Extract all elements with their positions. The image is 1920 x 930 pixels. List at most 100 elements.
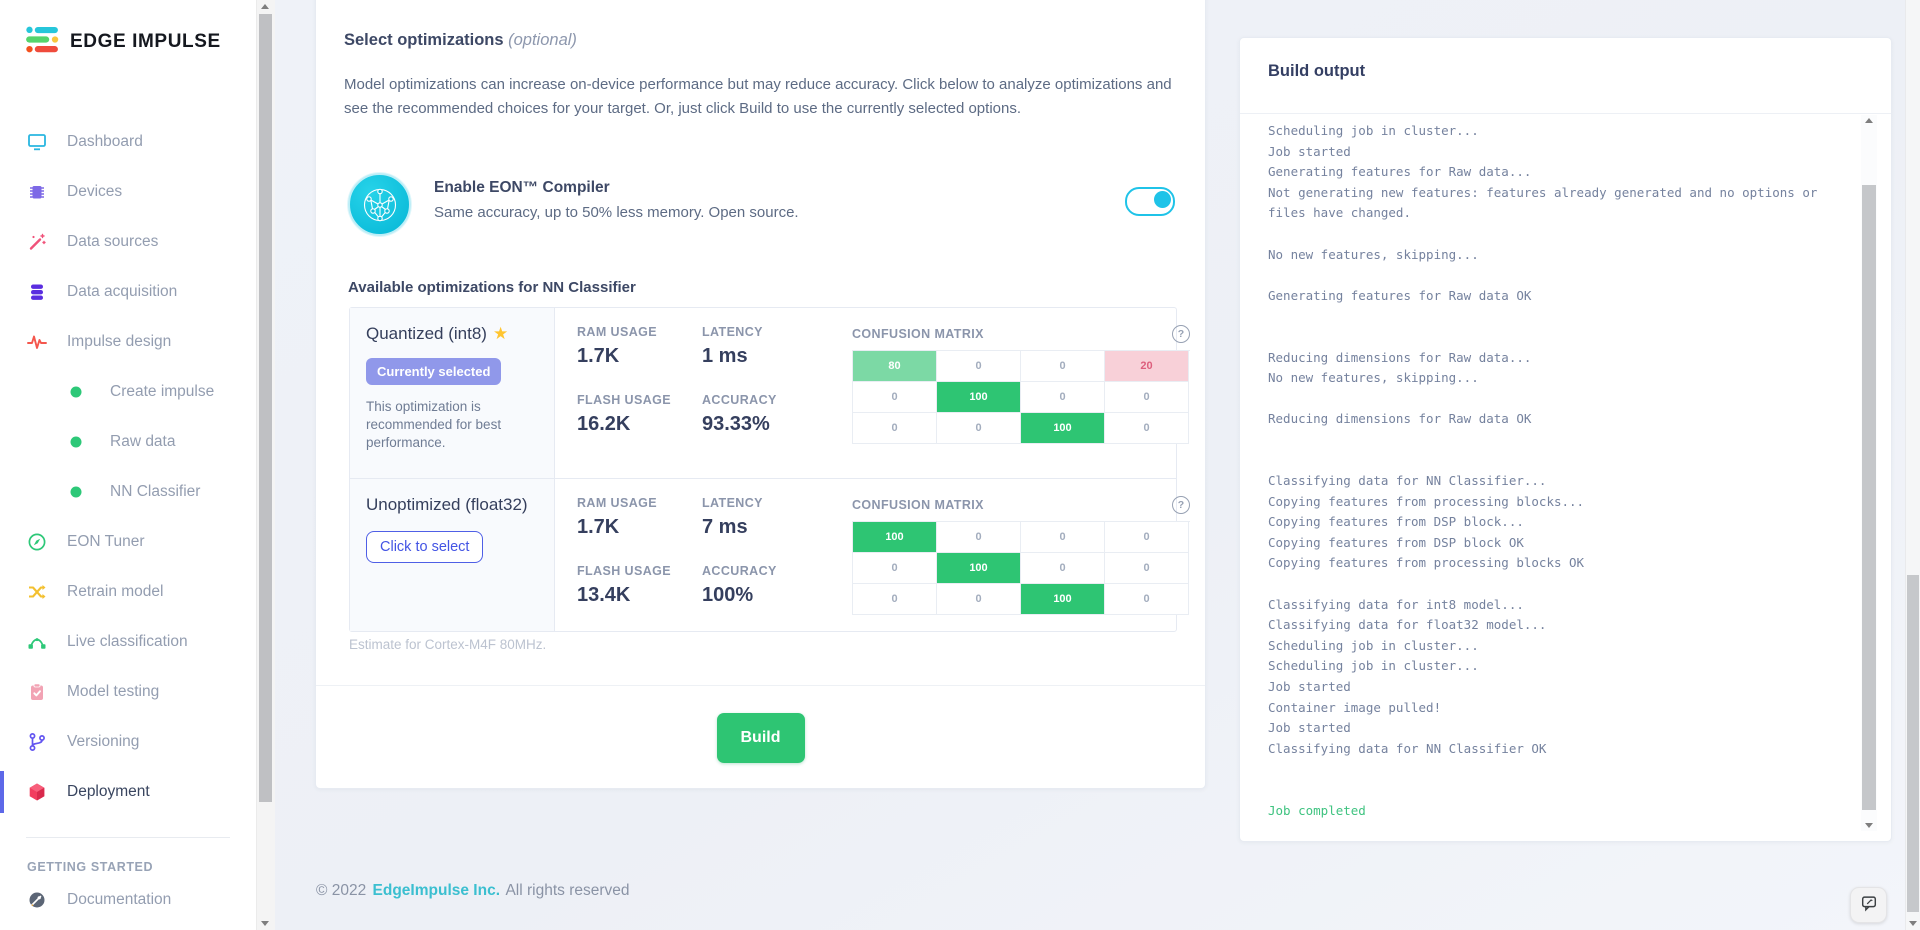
confusion-cell: 100: [1021, 413, 1105, 444]
confusion-cell: 80: [853, 351, 937, 382]
optimization-note: This optimization is recommended for bes…: [366, 399, 502, 450]
optimization-name: Quantized (int8) ★: [366, 324, 509, 343]
help-icon[interactable]: ?: [1172, 496, 1190, 514]
bezier-icon: [27, 632, 47, 652]
help-icon[interactable]: ?: [1172, 325, 1190, 343]
optimization-header: Quantized (int8) ★ Currently selected Thi…: [350, 308, 555, 478]
cube-icon: [27, 782, 47, 802]
sidebar-scrollbar-thumb[interactable]: [259, 14, 272, 802]
log-line: Job completed: [1268, 802, 1366, 818]
confusion-cell: 100: [937, 553, 1021, 584]
log-line: Copying features from processing blocks.…: [1268, 493, 1585, 509]
optimization-row-unoptimized-float32: Unoptimized (float32) Click to select RA…: [350, 478, 1190, 631]
feedback-button[interactable]: [1850, 887, 1887, 923]
brand-name: EDGE IMPULSE: [70, 31, 221, 52]
click-to-select-button[interactable]: Click to select: [366, 531, 484, 563]
sidebar-item-model-testing[interactable]: Model testing: [0, 667, 256, 717]
scroll-down-arrow-icon[interactable]: [1865, 823, 1873, 828]
scroll-down-arrow-icon[interactable]: [1909, 921, 1917, 926]
optimizations-table: Quantized (int8) ★ Currently selected Thi…: [349, 307, 1190, 632]
page-scrollbar-thumb[interactable]: [1907, 575, 1919, 912]
sidebar-item-dashboard[interactable]: Dashboard: [0, 117, 256, 167]
log-line: [1268, 389, 1847, 410]
confusion-matrix-label: CONFUSION MATRIX: [852, 498, 984, 512]
ram-usage-value: 1.7K: [577, 345, 620, 367]
confusion-cell: 0: [1021, 522, 1105, 553]
latency-value: 7 ms: [702, 516, 748, 538]
log-line: No new features, skipping...: [1268, 246, 1479, 262]
dot-icon: [66, 482, 86, 502]
log-line: Scheduling job in cluster...: [1268, 123, 1479, 138]
sidebar-item-label: NN Classifier: [110, 483, 201, 500]
log-line: Job started: [1268, 143, 1351, 159]
sidebar-item-deployment[interactable]: Deployment: [0, 767, 256, 817]
confusion-cell: 100: [1021, 584, 1105, 615]
sidebar-item-raw-data[interactable]: Raw data: [0, 417, 256, 467]
waveform-icon: [27, 332, 47, 352]
page-title: Select optimizations (optional): [344, 31, 577, 49]
sidebar-item-create-impulse[interactable]: Create impulse: [0, 367, 256, 417]
edge-impulse-logo[interactable]: EDGE IMPULSE: [26, 26, 221, 58]
log-line: [1268, 327, 1847, 348]
scroll-down-arrow-icon[interactable]: [261, 921, 269, 926]
scroll-up-arrow-icon[interactable]: [1865, 118, 1873, 123]
eon-compiler-icon: [348, 173, 411, 236]
build-output-card: Build output Scheduling job in cluster..…: [1239, 37, 1892, 842]
eon-compiler-toggle[interactable]: [1125, 187, 1175, 216]
log-line: [1268, 265, 1847, 286]
optimization-metrics: RAM USAGE 1.7K LATENCY 1 ms FLASH USAGE 16.…: [555, 308, 1206, 478]
confusion-cell: 0: [1105, 382, 1189, 413]
eon-compiler-row: Enable EON™ Compiler Same accuracy, up t…: [348, 173, 1175, 236]
sidebar-item-nn-classifier[interactable]: NN Classifier: [0, 467, 256, 517]
latency-label: LATENCY: [702, 325, 763, 339]
company-link[interactable]: EdgeImpulse Inc.: [372, 882, 501, 899]
log-line: Classifying data for int8 model...: [1268, 596, 1524, 612]
log-line: Job started: [1268, 679, 1351, 695]
copyright-text: © 2022: [316, 882, 367, 899]
build-output-scrollbar-thumb[interactable]: [1862, 185, 1876, 810]
edge-impulse-logo-icon: [26, 26, 59, 58]
compass-icon: [27, 532, 47, 552]
sidebar-item-versioning[interactable]: Versioning: [0, 717, 256, 767]
log-line: Classifying data for NN Classifier OK: [1268, 740, 1547, 756]
optimization-header: Unoptimized (float32) Click to select: [350, 479, 555, 631]
optimizations-card: Select optimizations (optional) Model op…: [315, 0, 1206, 789]
confusion-cell: 20: [1105, 351, 1189, 382]
build-output-scrollbar[interactable]: [1861, 115, 1877, 831]
sidebar-item-devices[interactable]: Devices: [0, 167, 256, 217]
dot-icon: [66, 432, 86, 452]
main-content: Select optimizations (optional) Model op…: [274, 0, 1906, 930]
confusion-matrix-label: CONFUSION MATRIX: [852, 327, 984, 341]
section-label: GETTING STARTED: [27, 860, 154, 874]
optimization-row-quantized-int8: Quantized (int8) ★ Currently selected Thi…: [350, 308, 1190, 478]
sidebar-item-impulse-design[interactable]: Impulse design: [0, 317, 256, 367]
page-scrollbar[interactable]: [1905, 0, 1920, 930]
confusion-matrix: CONFUSION MATRIX ? 80 0 0 20 0 100 0 0 0 0 100 0: [852, 325, 1190, 478]
branch-icon: [27, 732, 47, 752]
optional-hint: (optional): [508, 31, 577, 49]
log-line: Classifying data for NN Classifier...: [1268, 473, 1547, 489]
build-button[interactable]: Build: [716, 713, 805, 763]
rocket-icon: [27, 890, 47, 910]
confusion-cell: 0: [937, 351, 1021, 382]
confusion-cell: 0: [1105, 522, 1189, 553]
confusion-cell: 0: [853, 553, 937, 584]
log-line: files have changed.: [1268, 205, 1411, 221]
flash-usage-label: FLASH USAGE: [577, 564, 671, 578]
log-line: Copying features from DSP block...: [1268, 514, 1524, 530]
sidebar-item-documentation[interactable]: Documentation: [0, 874, 256, 926]
sidebar-item-live-classification[interactable]: Live classification: [0, 617, 256, 667]
build-output-title: Build output: [1268, 62, 1366, 80]
sidebar-scrollbar[interactable]: [256, 0, 275, 930]
sidebar-item-label: Impulse design: [67, 333, 172, 350]
latency-value: 1 ms: [702, 345, 748, 367]
sidebar-item-eon-tuner[interactable]: EON Tuner: [0, 517, 256, 567]
confusion-cell: 0: [853, 382, 937, 413]
sidebar-item-retrain-model[interactable]: Retrain model: [0, 567, 256, 617]
latency-label: LATENCY: [702, 496, 763, 510]
sidebar-item-data-acquisition[interactable]: Data acquisition: [0, 267, 256, 317]
scroll-up-arrow-icon[interactable]: [261, 4, 269, 9]
sidebar-item-data-sources[interactable]: Data sources: [0, 217, 256, 267]
log-line: [1268, 451, 1847, 472]
